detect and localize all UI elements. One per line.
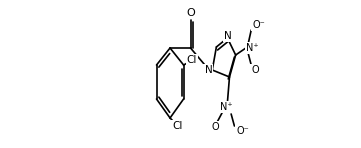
Text: N: N [205, 65, 212, 75]
Text: O⁻: O⁻ [236, 126, 249, 136]
Text: N⁺: N⁺ [246, 43, 259, 53]
Text: O⁻: O⁻ [252, 20, 265, 30]
Text: N⁺: N⁺ [220, 102, 232, 112]
Text: N: N [223, 31, 231, 41]
Text: O: O [251, 65, 259, 75]
Text: Cl: Cl [172, 121, 182, 131]
Text: Cl: Cl [187, 55, 197, 65]
Text: O: O [186, 8, 195, 18]
Text: O: O [211, 122, 219, 132]
